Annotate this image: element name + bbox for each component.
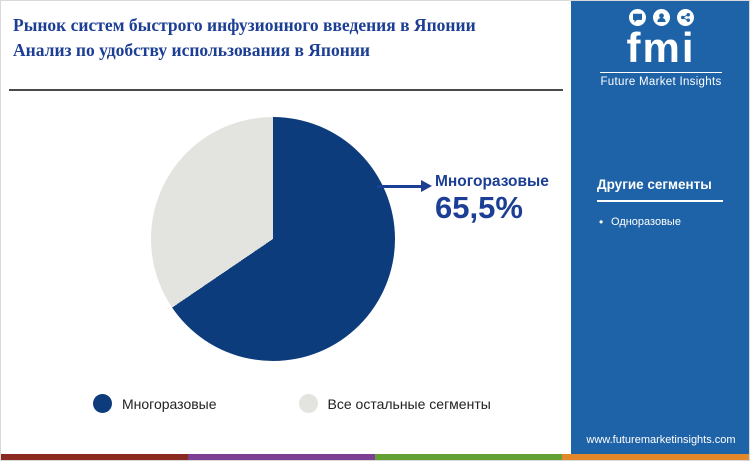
title-divider [9,89,563,91]
logo-icons [571,9,749,27]
legend: Многоразовые Все остальные сегменты [93,394,563,413]
sidebar-segment-item: Одноразовые [599,215,749,229]
logo-divider [600,72,722,73]
legend-label: Многоразовые [122,395,217,412]
other-segments-section: Другие сегменты Одноразовые [597,176,749,229]
page-title: Рынок систем быстрого инфузионного введе… [13,13,558,64]
chat-icon [628,9,646,26]
annotation-arrow [377,180,432,192]
pie-chart [151,117,395,361]
stripe-segment [562,454,749,460]
legend-label: Все остальные сегменты [327,395,491,412]
page-title-line2: Анализ по удобству использования в Япони… [13,40,371,61]
legend-item: Многоразовые [93,394,217,413]
fmi-logo: fmi Future Market Insights [571,9,749,88]
other-segments-title: Другие сегменты [597,177,723,202]
stripe-segment [188,454,375,460]
sidebar-segment-list: Одноразовые [599,215,749,229]
annotation-value: 65,5% [435,190,523,225]
footer-stripe [1,454,749,460]
logo-wordmark: fmi [626,24,696,71]
website-url: www.futuremarketinsights.com [586,434,736,446]
sidebar: fmi Future Market Insights Другие сегмен… [571,1,749,456]
stripe-segment [375,454,562,460]
user-icon [652,9,670,26]
logo-subtitle: Future Market Insights [600,76,722,88]
legend-item: Все остальные сегменты [298,394,491,413]
legend-swatch [298,394,318,413]
stripe-segment [1,454,188,460]
share-icon [676,9,694,26]
page-title-line1: Рынок систем быстрого инфузионного введе… [13,15,476,35]
annotation-label: Многоразовые [435,173,549,190]
legend-swatch [93,394,112,413]
